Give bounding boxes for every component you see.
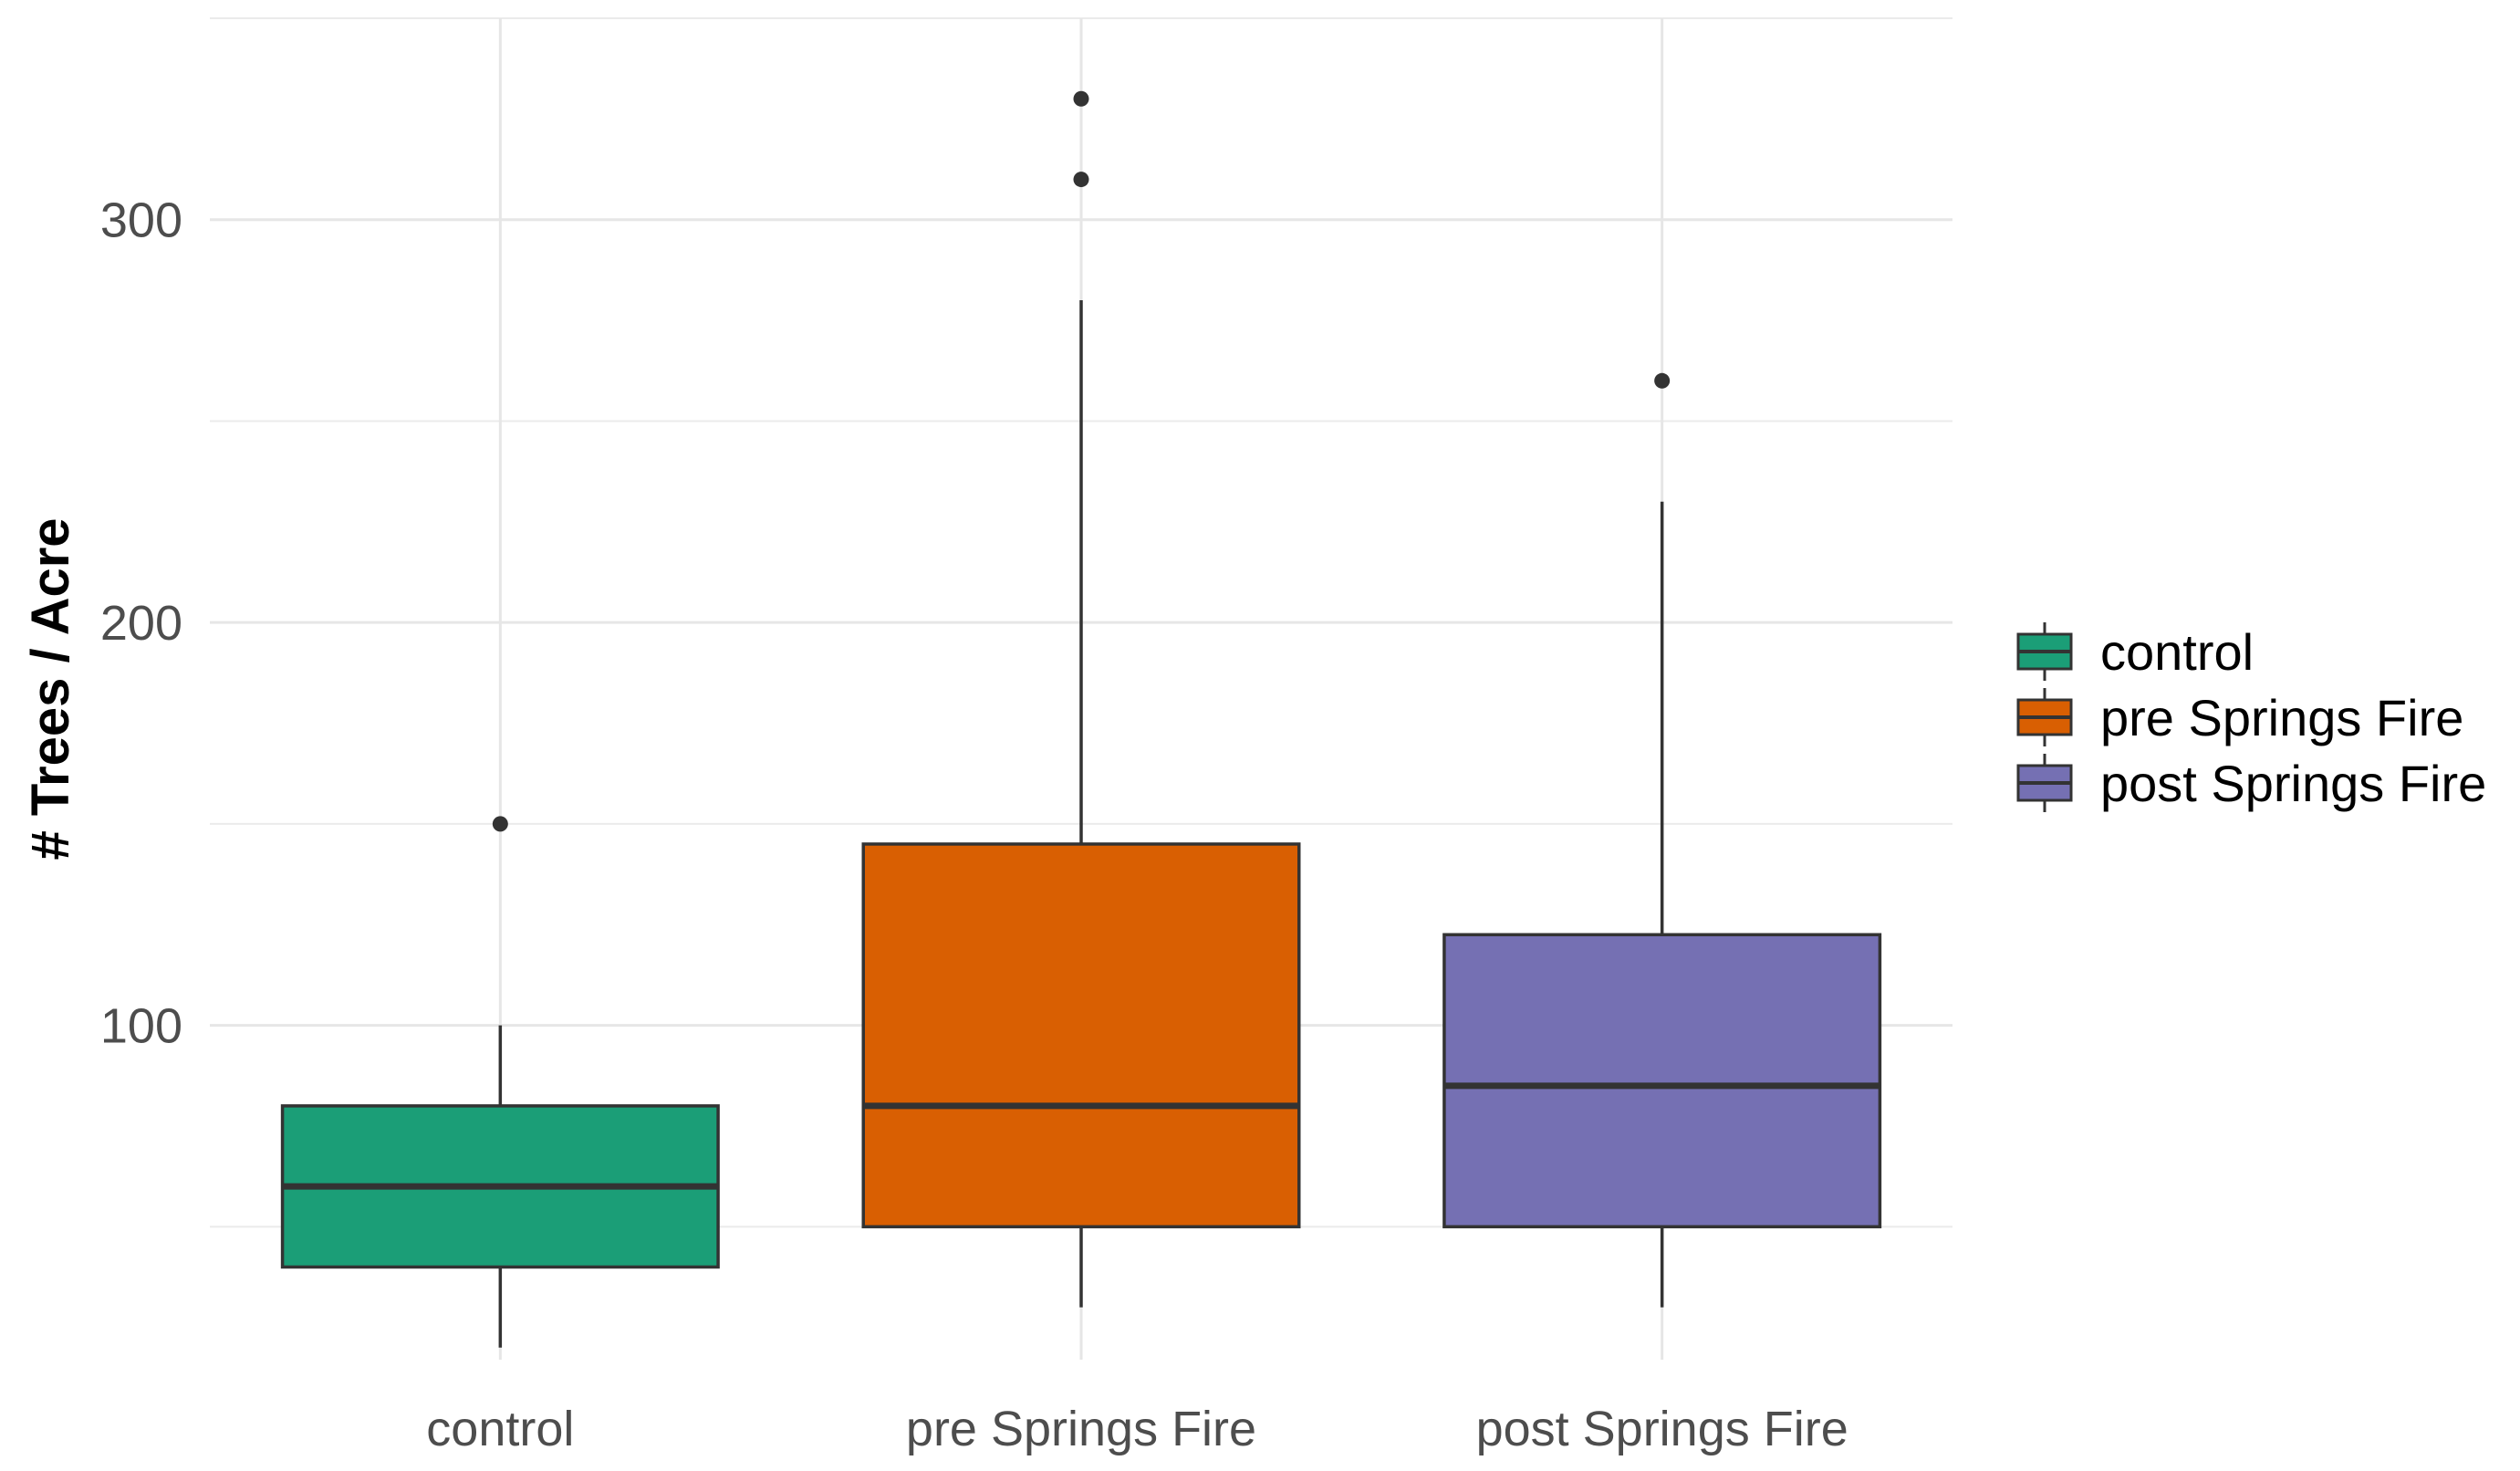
y-tick-label: 300 (100, 193, 182, 248)
box-layer (280, 90, 1882, 1348)
y-tick-label: 100 (100, 999, 182, 1054)
legend-item: pre Springs Fire (2016, 688, 2463, 746)
iqr-box (861, 842, 1301, 1229)
legend-label: pre Springs Fire (2100, 689, 2463, 746)
outlier-point (1654, 372, 1671, 389)
box-control (280, 816, 720, 1348)
legend: control pre Springs Fire post Springs Fire (2016, 622, 2486, 812)
legend-item: control (2016, 622, 2254, 681)
outlier-point (1073, 90, 1089, 107)
outlier-point (1073, 172, 1089, 188)
box-pre-springs-fire (861, 90, 1301, 1308)
x-tick-label: post Springs Fire (1476, 1402, 1848, 1456)
x-tick-label: control (426, 1402, 574, 1456)
legend-label: post Springs Fire (2100, 755, 2486, 812)
legend-item: post Springs Fire (2016, 754, 2486, 812)
y-tick-label: 200 (100, 596, 182, 651)
outlier-point (492, 816, 508, 832)
axis-layer: # Trees / Acre 100 200 300 control pre Sprin… (21, 193, 1848, 1456)
iqr-box (1442, 933, 1882, 1229)
box-post-springs-fire (1442, 372, 1882, 1308)
y-axis-title: # Trees / Acre (21, 517, 80, 860)
legend-label: control (2100, 623, 2254, 681)
x-tick-label: pre Springs Fire (906, 1402, 1256, 1456)
